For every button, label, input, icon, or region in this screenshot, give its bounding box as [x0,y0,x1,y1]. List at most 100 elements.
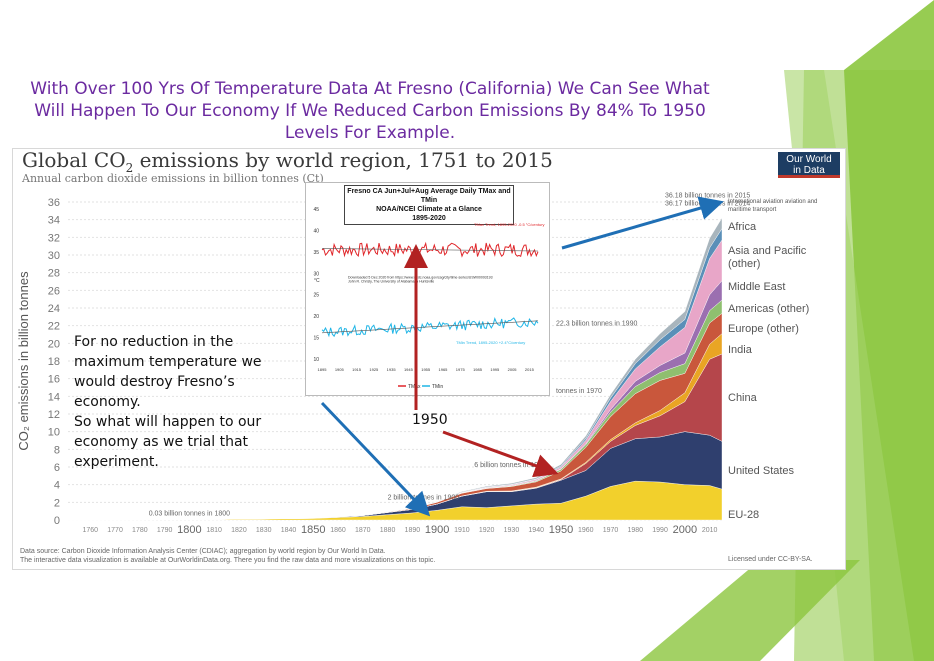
inset-title-line: NOAA/NCEI Climate at a Glance [376,206,482,213]
inset-tmax-trend [321,248,539,252]
commentary-line: experiment. [74,454,159,470]
chart-annotation: 36.18 billion tonnes in 2015 [665,193,750,200]
x-tick-label: 1810 [206,527,222,534]
inset-title-line: 1895-2020 [412,215,446,222]
legend-label: India [728,344,753,356]
inset-x-tick-label: 1945 [404,367,414,372]
chart-annotation: 6 billion tonnes in 1950 [474,462,546,469]
slide-title: With Over 100 Yrs Of Temperature Data At… [0,78,740,144]
commentary-line: would destroy Fresno’s [74,374,235,390]
inset-x-tick-label: 1965 [439,367,449,372]
our-world-in-data-logo: Our World in Data [778,152,840,178]
inset-y-tick-label: 30 [313,271,319,277]
inset-note: John R. Christy, The University of Alaba… [348,280,434,284]
logo-line: in Data [793,165,825,176]
y-tick-label: 14 [48,391,60,403]
arrow-blue-bottom [320,401,431,517]
inset-y-tick-label: 25 [313,293,319,299]
inset-x-tick-label: 2005 [508,367,518,372]
x-tick-label: 1970 [603,527,619,534]
y-tick-label: 10 [48,427,60,439]
inset-title: Fresno CA Jun+Jul+Aug Average Daily TMax… [344,185,514,225]
inset-y-tick-label: 35 [313,250,319,256]
x-tick-label: 1760 [83,527,99,534]
chart-annotation: 22.3 billion tonnes in 1990 [556,321,637,328]
source-line: The interactive data visualization is av… [20,557,436,564]
x-tick-label: 2010 [702,527,718,534]
legend-label: (other) [728,258,760,270]
legend-label: International aviation aviation and [728,199,817,205]
inset-tmax-line [321,241,539,258]
chart-title-sub: 2 [125,161,134,175]
legend-label: EU-28 [728,509,759,521]
x-tick-label: 1870 [355,527,371,534]
inset-trend-label: TMin Trend, 1895-2020 +2.4°C/century [456,340,525,345]
area-series [67,217,723,521]
x-tick-label-major: 2000 [673,524,697,536]
inset-y-tick-label: 20 [313,314,319,320]
inset-y-tick-label: 45 [313,207,319,213]
x-tick-label-major: 1850 [301,524,325,536]
chart-title: Global CO2 emissions by world region, 17… [22,148,553,175]
y-tick-label: 30 [48,250,60,262]
source-note: Data source: Carbon Dioxide Information … [20,547,435,565]
x-tick-label: 1940 [528,527,544,534]
y-tick-label: 20 [48,338,60,350]
x-tick-label: 1890 [405,527,421,534]
inset-x-tick-label: 1915 [352,367,362,372]
y-tick-label: 12 [48,409,60,421]
y-tick-label: 32 [48,232,60,244]
inset-title-line: Fresno CA Jun+Jul+Aug Average Daily TMax… [347,188,511,204]
inset-y-tick-label: 40 [313,228,319,234]
commentary-line: economy as we trial that [74,434,249,450]
x-tick-label-major: 1900 [425,524,449,536]
commentary-line: economy. [74,394,141,410]
slide-title-line: Will Happen To Our Economy If We Reduced… [34,101,706,121]
legend-label: United States [728,465,795,477]
x-tick-label: 1920 [479,527,495,534]
bottom-green-decoration [640,560,860,661]
x-tick-label: 1840 [281,527,297,534]
y-axis-label: CO₂ emissions in billion tonnes [16,271,31,451]
legend-label: Europe (other) [728,323,799,335]
x-tick-label-major: 1800 [177,524,201,536]
inset-legend-label: TMin [432,384,443,390]
fresno-temperature-plot: 10 15 20 25 30 35 40 45 1895 1905 1915 1925 1935 1945… [313,207,545,390]
inset-x-tick-label: 1995 [490,367,500,372]
legend-label: Middle East [728,281,785,293]
x-tick-label: 1860 [330,527,346,534]
inset-x-tick-label: 1985 [473,367,483,372]
inset-x-tick-label: 1925 [369,367,379,372]
fresno-inset-chart: Fresno CA Jun+Jul+Aug Average Daily TMax… [305,182,550,396]
y-tick-label: 4 [54,480,60,492]
x-tick-label: 1790 [157,527,173,534]
y-tick-label: 26 [48,285,60,297]
inset-x-tick-label: 1935 [387,367,397,372]
inset-x-tick-label: 1905 [335,367,345,372]
inset-note: Downloaded 5 Dec 2020 from https://www.n… [348,275,493,279]
x-tick-label: 1770 [107,527,123,534]
commentary-textbox: For no reduction in the maximum temperat… [74,332,314,472]
commentary-line: maximum temperature we [74,354,262,370]
logo-line: Our World [786,154,832,165]
legend-label: Africa [728,221,757,233]
legend-label: Asia and Pacific [728,245,807,257]
y-tick-label: 6 [54,462,60,474]
y-tick-label: 16 [48,374,60,386]
y-tick-label: 22 [48,321,60,333]
inset-trend-label: TMax Trend, 1895-2020 -0.5 °C/century [474,222,545,227]
chart-subtitle: Annual carbon dioxide emissions in billi… [22,172,324,185]
y-tick-label: 0 [54,515,60,527]
x-tick-label-major: 1950 [549,524,573,536]
y-tick-label: 18 [48,356,60,368]
source-line: Data source: Carbon Dioxide Information … [20,548,386,555]
commentary-line: For no reduction in the [74,334,234,350]
chart-title-suffix: emissions by world region, 1751 to 2015 [133,148,553,172]
x-tick-label: 1820 [231,527,247,534]
x-tick-label: 1830 [256,527,272,534]
inset-x-tick-label: 1895 [318,367,328,372]
arrow-red-right [442,430,559,478]
inset-y-axis-label: °C [314,278,320,284]
